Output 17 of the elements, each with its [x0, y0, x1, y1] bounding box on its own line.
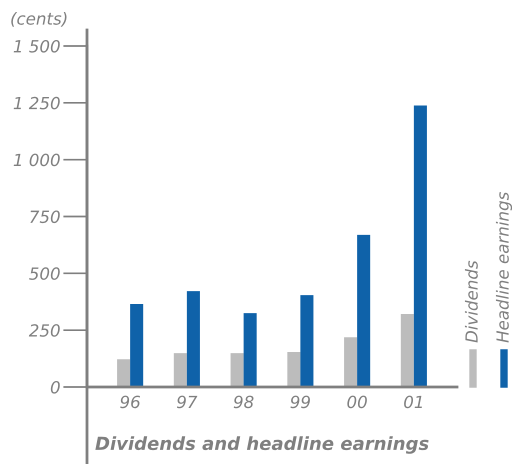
- y-tick-label: 250: [28, 324, 60, 337]
- y-tick-label: 1 500: [14, 40, 60, 53]
- y-tick-label: 0: [50, 380, 60, 394]
- x-tick-label: 97: [177, 396, 198, 408]
- y-tick-label: 1 000: [14, 154, 60, 166]
- x-tick-label: 96: [120, 396, 140, 408]
- text: Headline earnings: [496, 192, 512, 343]
- text: Dividends and headline earnings: [95, 436, 429, 454]
- y-tick-label: 750: [30, 210, 60, 224]
- x-tick-label: 99: [290, 396, 310, 408]
- y-tick-label: 1 250: [14, 96, 60, 110]
- x-tick-label: 98: [234, 396, 254, 408]
- text: Dividends: [464, 260, 478, 343]
- y-axis-title: (cents): [11, 12, 67, 27]
- y-tick-label: 500: [29, 267, 60, 280]
- x-tick-label: 00: [347, 396, 367, 408]
- x-tick-label: 01: [404, 396, 422, 408]
